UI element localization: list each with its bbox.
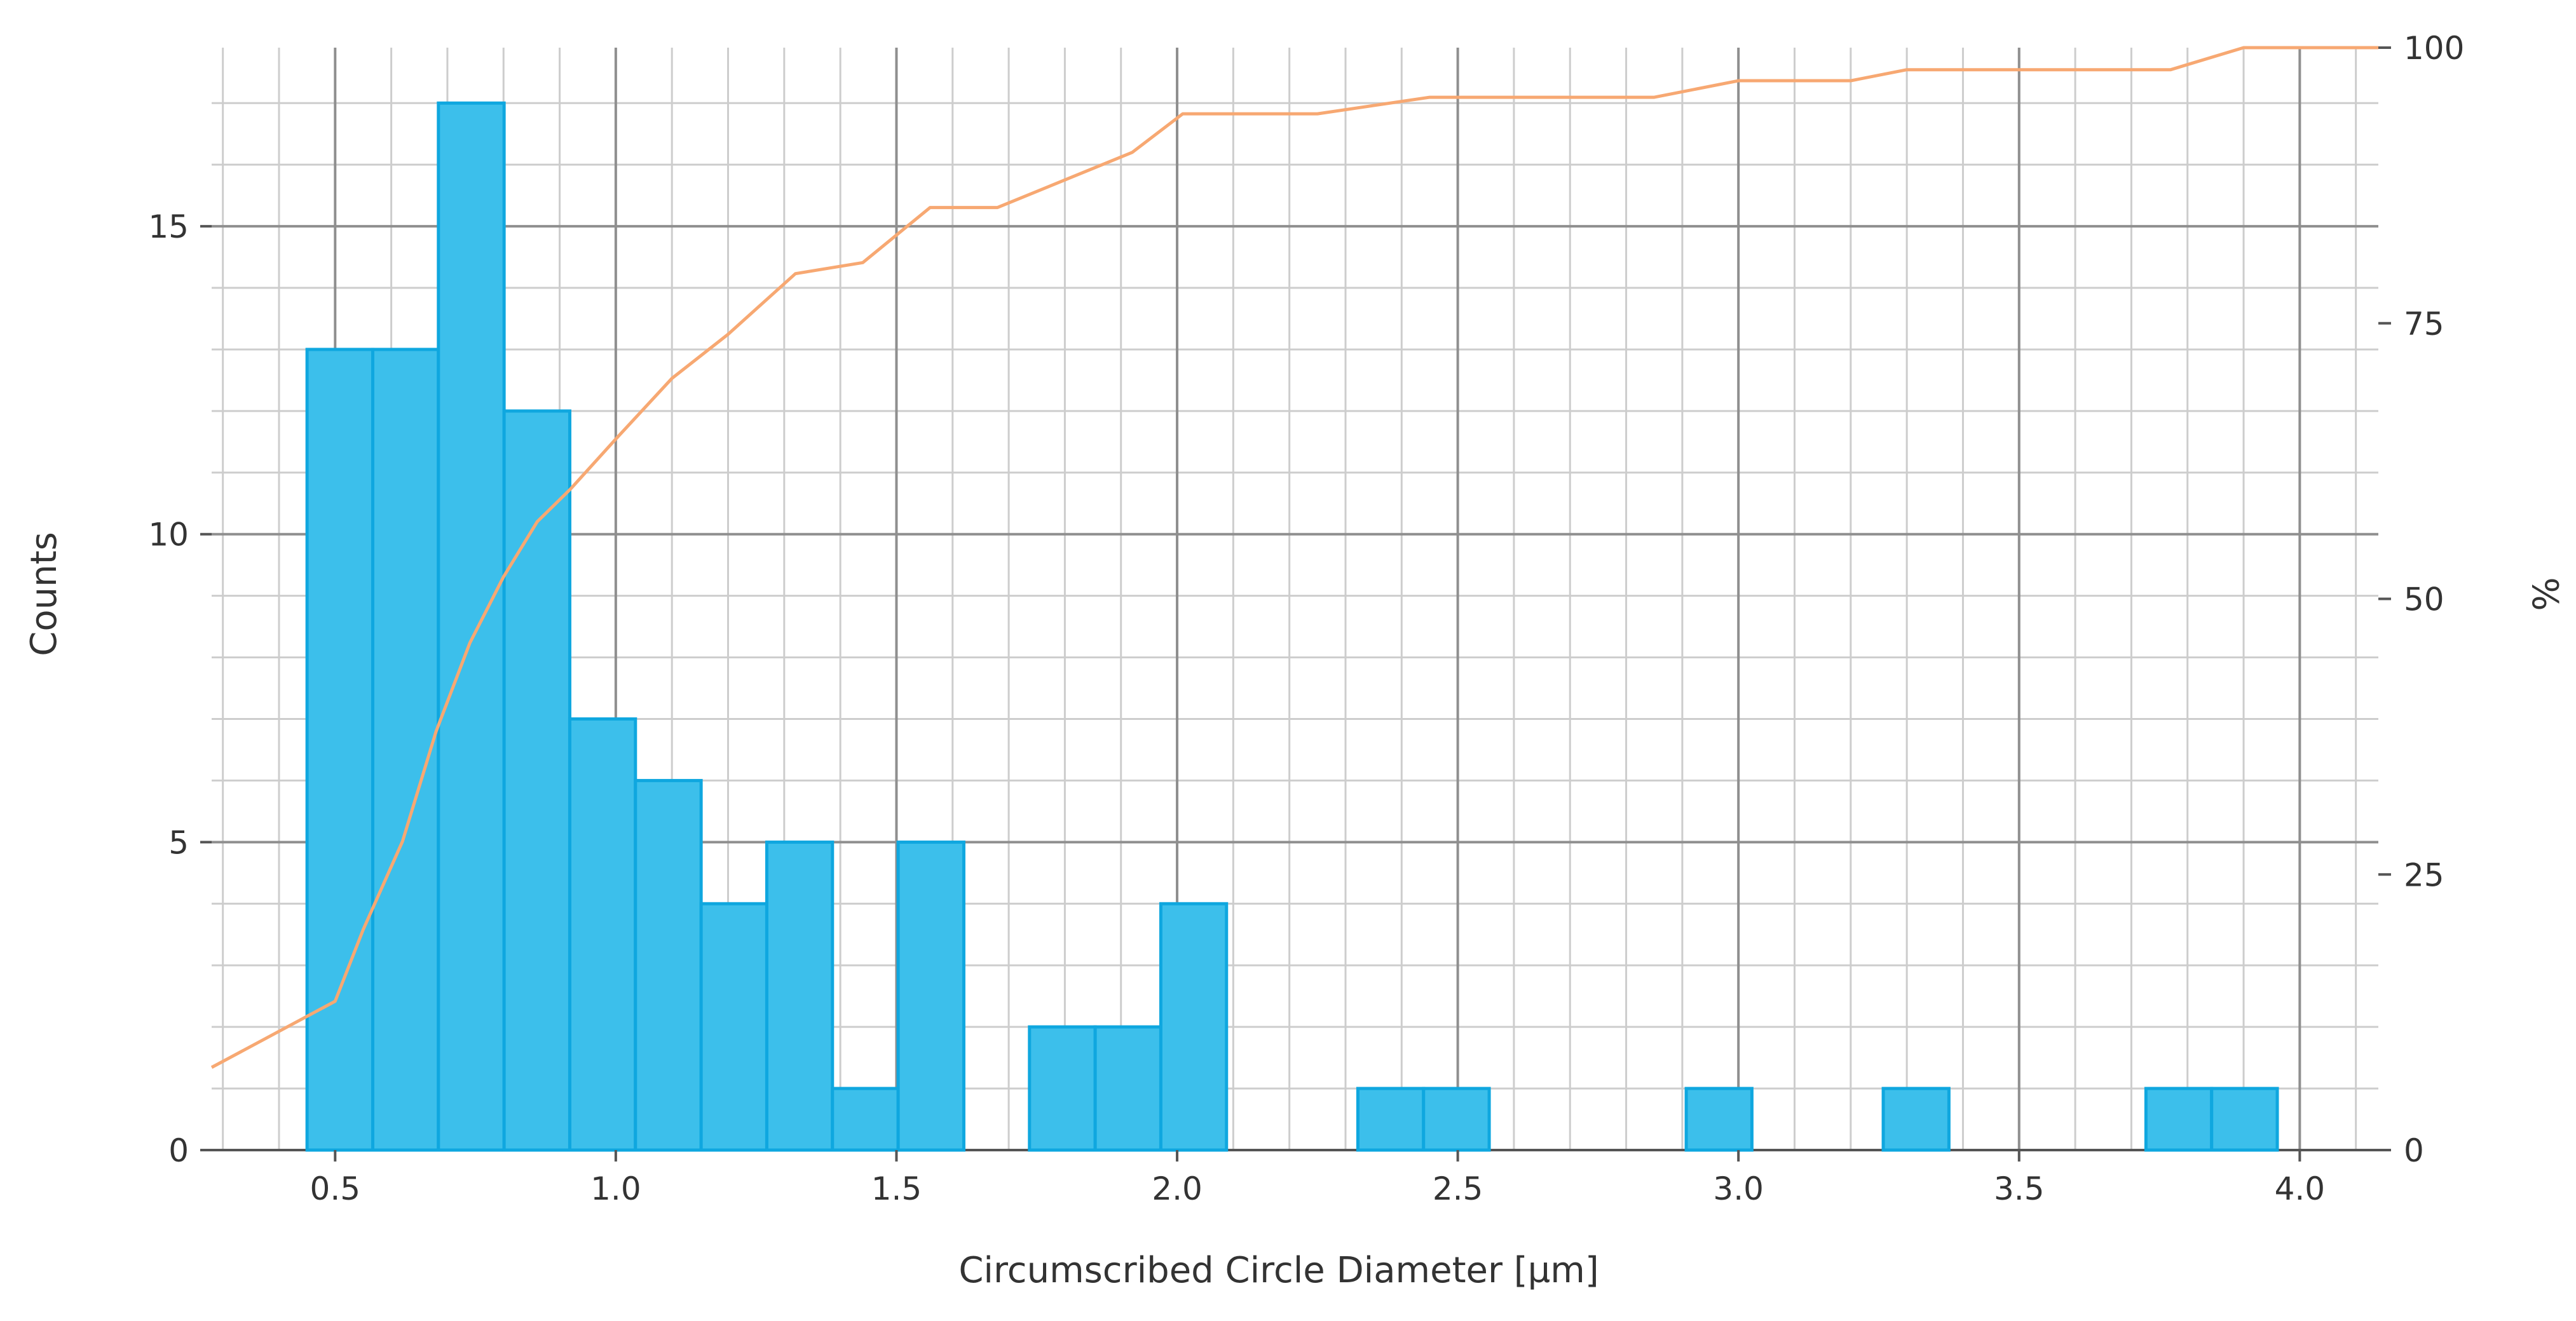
axes: Circumscribed Circle Diameter [µm] Count… — [24, 30, 2565, 1291]
x-tick-label: 4.0 — [2275, 1170, 2326, 1207]
y-tick-label: 0 — [168, 1132, 189, 1169]
y-tick-label: 10 — [148, 517, 189, 553]
x-tick-label: 3.0 — [1713, 1170, 1764, 1207]
histogram-bar — [1422, 1087, 1491, 1152]
histogram-bar — [2144, 1087, 2214, 1152]
y2-tick-label: 0 — [2404, 1132, 2424, 1169]
histogram-bar — [502, 409, 571, 1152]
x-tick-label: 1.5 — [871, 1170, 922, 1207]
histogram-bar — [896, 840, 965, 1152]
histogram-bar — [1684, 1087, 1754, 1152]
histogram-bar — [1093, 1025, 1162, 1152]
x-axis-title: Circumscribed Circle Diameter [µm] — [958, 1250, 1598, 1291]
y2-tick-label: 50 — [2404, 581, 2444, 618]
x-tick-label: 2.5 — [1433, 1170, 1483, 1207]
cumulative-line — [210, 46, 2378, 1069]
x-tick-label: 2.0 — [1152, 1170, 1203, 1207]
histogram-bar — [1159, 902, 1229, 1152]
x-tick-label: 3.5 — [1994, 1170, 2045, 1207]
x-tick-label: 1.0 — [590, 1170, 641, 1207]
histogram-bar — [2210, 1087, 2279, 1152]
y-axis-title: Counts — [24, 532, 65, 656]
histogram-bar — [568, 717, 637, 1152]
histogram-bar — [1356, 1087, 1426, 1152]
y2-tick-label: 25 — [2404, 857, 2444, 893]
histogram-bar — [1028, 1025, 1097, 1152]
histogram-bar — [305, 348, 374, 1152]
histogram-bar — [634, 778, 703, 1152]
histogram-bars — [305, 101, 2279, 1152]
histogram-bar — [371, 348, 440, 1152]
histogram-bar — [831, 1087, 900, 1152]
histogram-bar — [437, 101, 506, 1152]
x-tick-label: 0.5 — [310, 1170, 361, 1207]
y-tick-label: 15 — [148, 208, 189, 245]
cumulative-line-layer — [210, 46, 2378, 1069]
histogram-bar — [1881, 1087, 1951, 1152]
y-tick-label: 5 — [168, 824, 189, 861]
y2-tick-label: 75 — [2404, 306, 2444, 342]
histogram-bar — [699, 902, 768, 1152]
y2-axis-title: % — [2524, 577, 2565, 611]
histogram-bar — [765, 840, 835, 1152]
y2-tick-label: 100 — [2404, 30, 2464, 67]
